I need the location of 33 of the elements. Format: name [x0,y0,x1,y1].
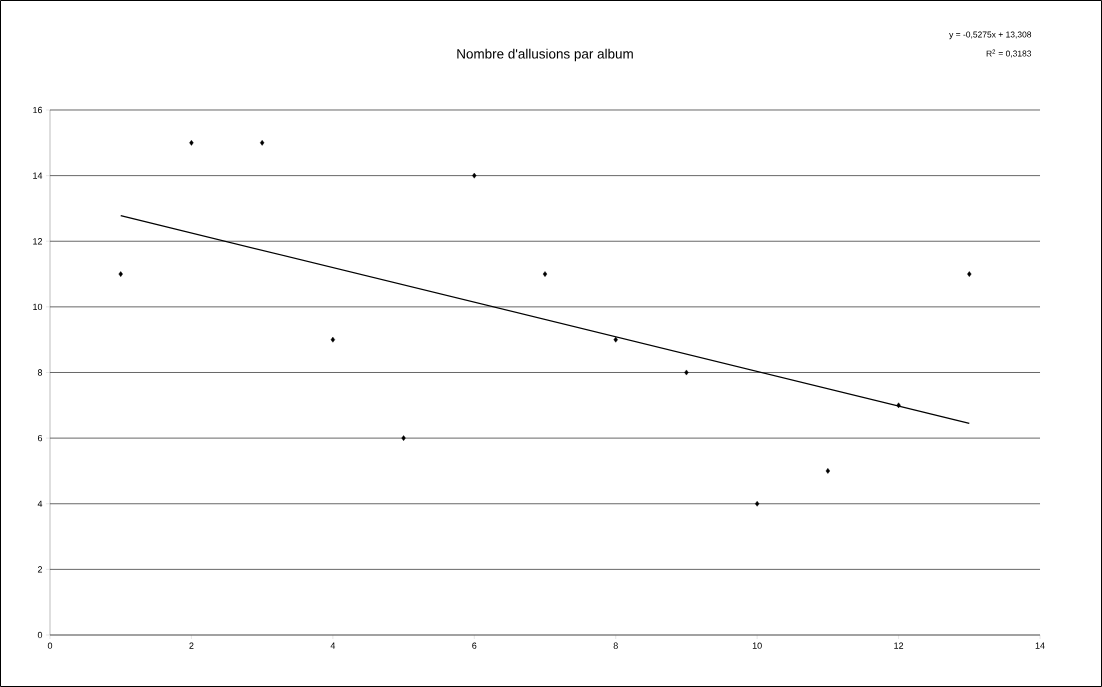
y-tick-label: 6 [37,434,43,442]
x-tick-label: 0 [47,642,53,649]
point [896,402,901,409]
point [118,271,123,277]
x-tick-label: 4 [330,642,336,649]
x-tick-label: 6 [472,642,477,649]
y-tick-label: 16 [33,106,43,114]
point [542,271,548,277]
point [825,468,831,474]
text: y = -0,5275x + 13,308 [949,31,1032,40]
point [472,172,477,179]
y-tick-label: 2 [37,566,43,573]
x-tick-label: 12 [894,642,904,649]
y-tick-label: 12 [33,238,43,245]
y-tick-label: 0 [37,631,43,639]
x-tick-label: 14 [1035,642,1045,649]
point [330,336,336,343]
x-tick-label: 2 [189,642,194,649]
y-tick-label: 14 [33,172,43,179]
x-tick-label: 8 [613,642,618,649]
y-tick-label: 8 [37,369,43,376]
point [260,140,265,146]
point [613,336,618,343]
x-tick-label: 10 [752,642,762,649]
y-tick-label: 10 [33,303,43,311]
text: R$^{2}$ = 0,3183 [986,49,1032,58]
point [401,435,406,441]
point [189,140,194,146]
point [684,369,689,376]
point [967,271,972,277]
y-tick-label: 4 [37,500,43,507]
chart-title: Nombre d'allusions par album [457,48,633,62]
point [755,500,760,507]
